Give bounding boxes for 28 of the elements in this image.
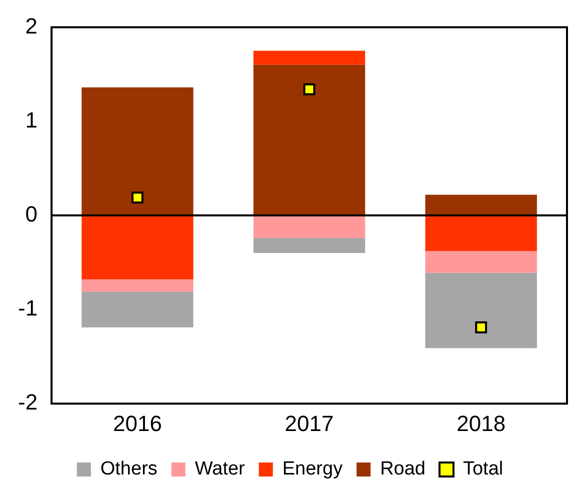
point [475, 321, 488, 334]
legend-label: Water [194, 458, 246, 480]
x-tick-label: 2016 [112, 410, 162, 436]
legend-label: Total [462, 458, 504, 480]
bar [425, 194, 537, 216]
legend-label: Others [100, 458, 158, 480]
y-tick-label: 1 [25, 107, 38, 132]
bar [425, 215, 537, 252]
bar [82, 279, 194, 292]
point [132, 192, 144, 204]
bar [253, 215, 366, 238]
y-tick-label: 0 [25, 201, 38, 226]
bar [82, 292, 194, 328]
y-tick-label: 2 [25, 13, 38, 38]
legend-label: Road [380, 458, 426, 480]
bar [253, 50, 366, 65]
bar [82, 87, 194, 216]
y-tick-label: -2 [18, 390, 38, 415]
point [303, 83, 316, 96]
bar [253, 238, 366, 254]
legend-label: Energy [282, 458, 344, 480]
x-tick-label: 2017 [284, 410, 334, 436]
bar [425, 272, 537, 348]
bar [253, 64, 366, 216]
bar [82, 215, 194, 280]
x-tick-label: 2018 [456, 410, 506, 436]
bar [425, 251, 537, 273]
y-tick-label: -1 [18, 296, 38, 321]
